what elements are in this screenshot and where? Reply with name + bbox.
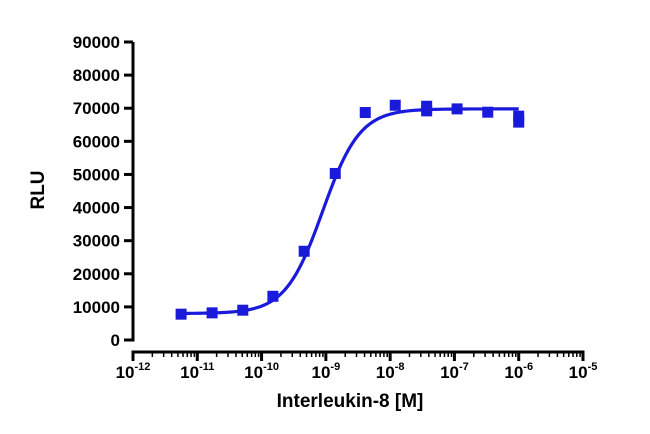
y-tick-label: 80000 [73, 66, 120, 85]
data-point-square [482, 106, 494, 118]
x-tick-label: 10-12 [116, 361, 151, 382]
fit-curve-line [181, 107, 519, 316]
x-tick-label: 10-11 [180, 361, 214, 382]
y-axis-title: RLU [28, 170, 49, 209]
y-tick-label: 60000 [73, 132, 120, 151]
x-tick-label: 10-8 [376, 361, 405, 382]
y-tick-label: 90000 [73, 33, 120, 52]
x-tick-label: 10-10 [244, 361, 279, 382]
data-point-square [175, 308, 187, 320]
data-point-square [237, 304, 249, 316]
data-point-square [206, 307, 218, 319]
data-point-square [329, 167, 341, 179]
x-tick-label: 10-6 [504, 361, 533, 382]
data-point-square [389, 99, 401, 111]
y-tick-label: 70000 [73, 99, 120, 118]
y-tick-label: 20000 [73, 265, 120, 284]
axes: 0 10000 20000 30000 40000 50000 60000 70000 8000… [73, 33, 598, 382]
data-point-square [359, 107, 371, 119]
data-point-square [513, 116, 525, 128]
data-points-layer [175, 99, 525, 320]
data-point-square [267, 290, 279, 302]
x-tick-label: 10-5 [569, 361, 598, 382]
y-tick-label: 40000 [73, 199, 120, 218]
x-axis-title: Interleukin-8 [M] [277, 391, 424, 412]
fit-curve-layer [181, 107, 519, 316]
data-point-square [421, 105, 433, 117]
y-tick-label: 0 [111, 331, 120, 350]
y-tick-label: 30000 [73, 232, 120, 251]
y-tick-label: 50000 [73, 165, 120, 184]
y-tick-label: 10000 [73, 298, 120, 317]
x-tick-label: 10-7 [440, 361, 469, 382]
data-point-square [298, 245, 310, 257]
x-tick-label: 10-9 [312, 361, 341, 382]
data-point-square [513, 110, 525, 122]
data-point-square [451, 103, 463, 115]
